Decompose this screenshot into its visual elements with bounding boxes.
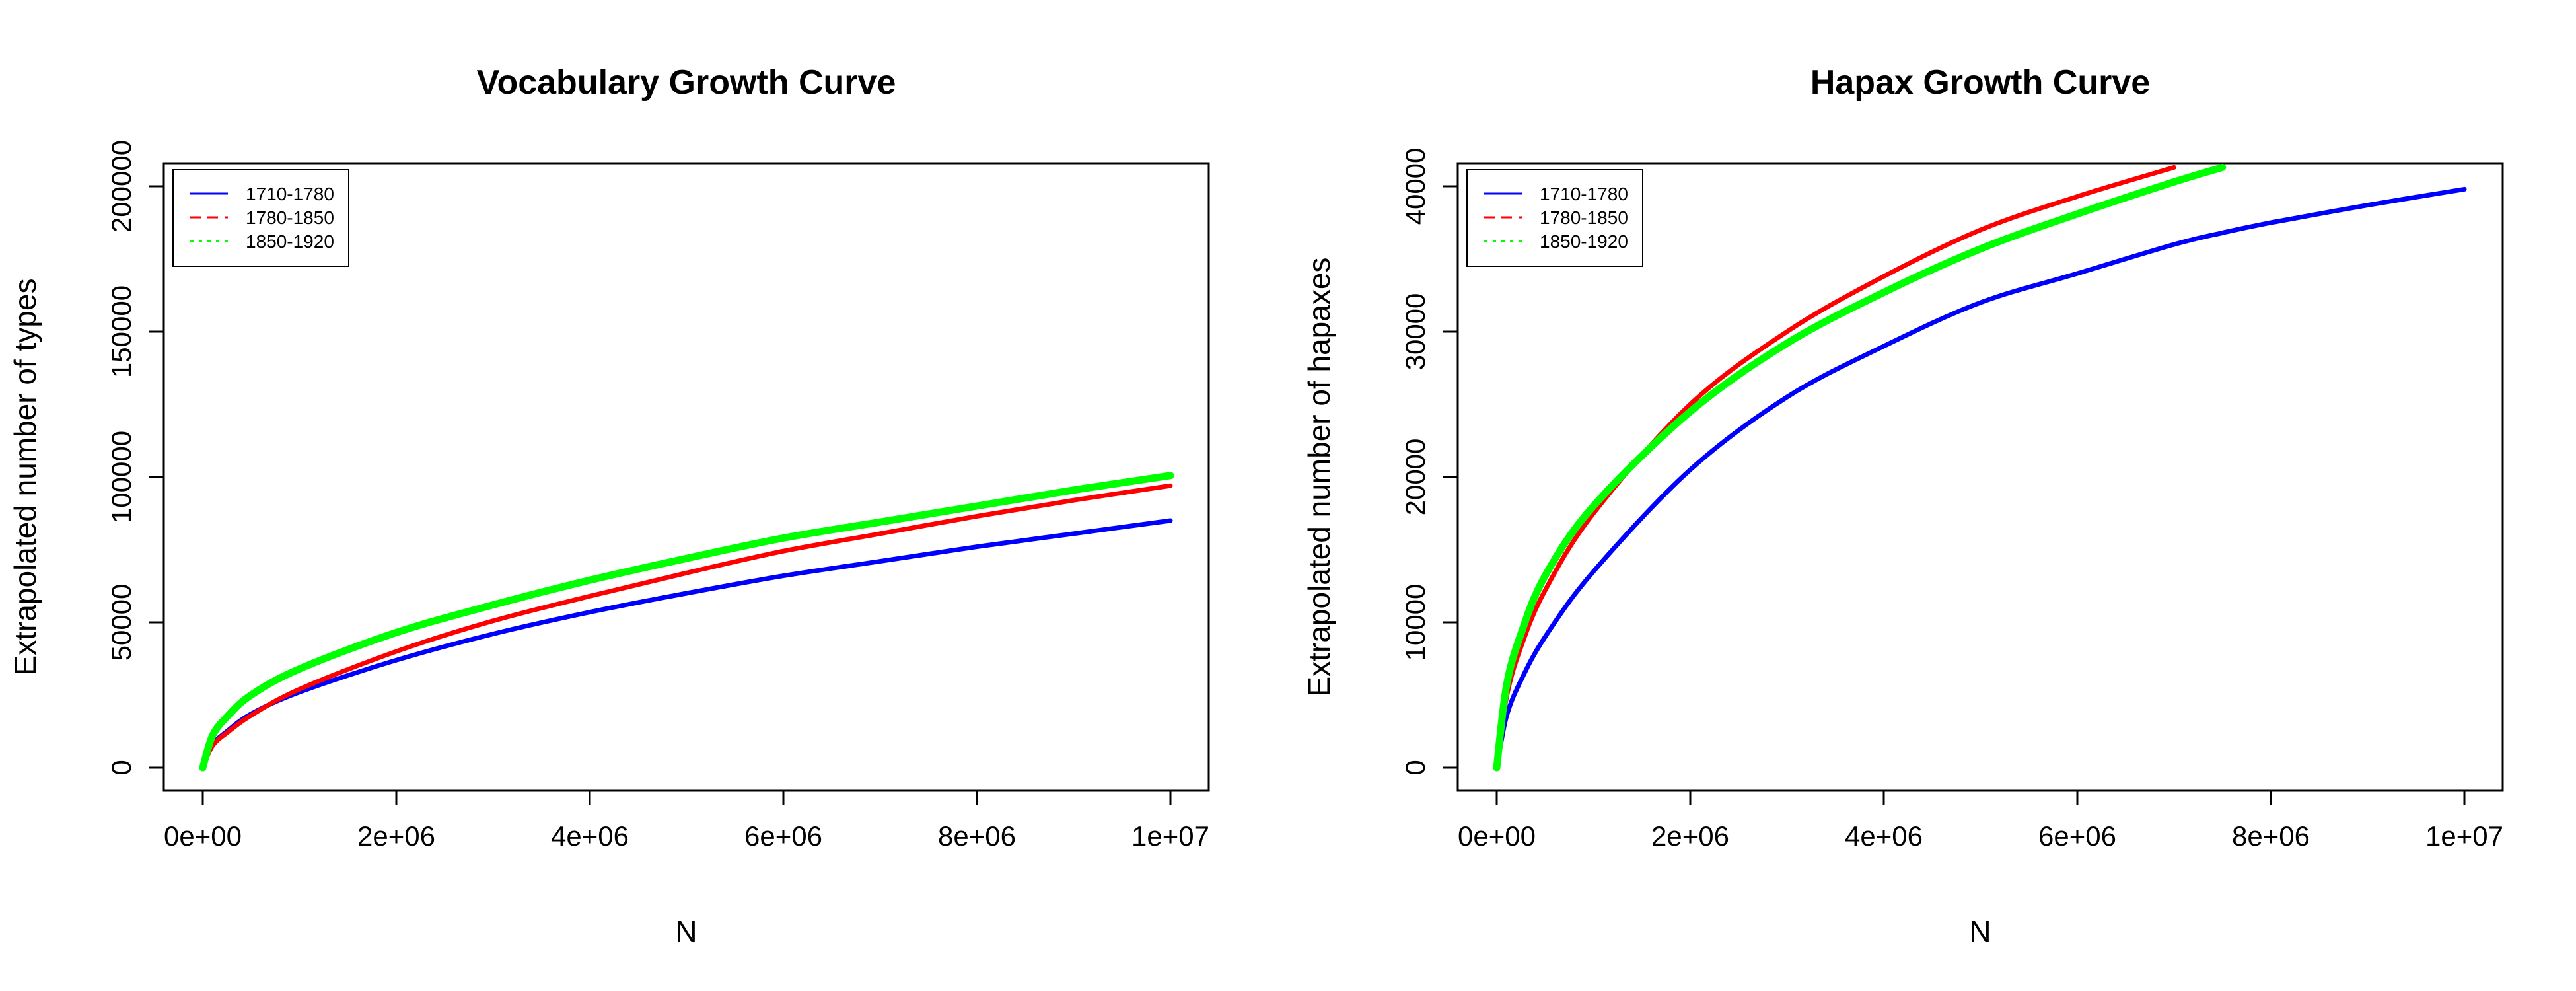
x-tick-label: 0e+00 <box>1458 821 1536 852</box>
x-tick-label: 0e+00 <box>164 821 242 852</box>
y-axis: 0 50000 100000 150000 200000 <box>106 140 164 776</box>
y-tick-label: 0 <box>1400 760 1431 775</box>
x-tick-label: 8e+06 <box>2232 821 2310 852</box>
x-tick-label: 8e+06 <box>938 821 1016 852</box>
chart-title: Hapax Growth Curve <box>1810 63 2150 102</box>
x-axis-label: N <box>1969 914 1991 949</box>
x-axis-label: N <box>675 914 697 949</box>
y-axis: 0 10000 20000 30000 40000 <box>1400 148 1458 776</box>
series-line-1780-1850 <box>1494 165 2176 770</box>
y-tick-label: 40000 <box>1400 148 1431 225</box>
y-tick-label: 100000 <box>106 431 137 523</box>
y-axis-label: Extrapolated number of hapaxes <box>1302 258 1336 697</box>
legend-label-1780-1850: 1780-1850 <box>1540 207 1628 228</box>
legend: 1710-1780 1780-1850 1850-1920 <box>172 169 349 267</box>
y-tick-label: 50000 <box>106 584 137 661</box>
x-tick-label: 2e+06 <box>357 821 435 852</box>
legend-label-1710-1780: 1710-1780 <box>246 184 334 204</box>
y-axis-label: Extrapolated number of types <box>8 279 42 676</box>
series-line-1780-1850 <box>200 483 1173 770</box>
legend-label-1850-1920: 1850-1920 <box>1540 231 1628 252</box>
x-tick-label: 6e+06 <box>2038 821 2116 852</box>
hapax-growth-chart: Hapax Growth Curve N Extrapolated number… <box>1302 63 2504 949</box>
x-tick-label: 4e+06 <box>1845 821 1923 852</box>
y-tick-label: 200000 <box>106 140 137 233</box>
y-tick-label: 20000 <box>1400 439 1431 516</box>
series-layer <box>199 472 1174 772</box>
series-layer <box>1493 163 2467 772</box>
legend-label-1780-1850: 1780-1850 <box>246 207 334 228</box>
x-tick-label: 1e+07 <box>1131 821 1209 852</box>
x-axis: 0e+00 2e+06 4e+06 6e+06 8e+06 1e+07 <box>164 791 1209 852</box>
legend-label-1710-1780: 1710-1780 <box>1540 184 1628 204</box>
x-tick-label: 6e+06 <box>744 821 822 852</box>
legend: 1710-1780 1780-1850 1850-1920 <box>1466 169 1643 267</box>
x-tick-label: 4e+06 <box>551 821 629 852</box>
x-axis: 0e+00 2e+06 4e+06 6e+06 8e+06 1e+07 <box>1458 791 2503 852</box>
series-line-1710-1780 <box>1494 186 2467 770</box>
legend-box <box>172 169 349 267</box>
y-tick-label: 150000 <box>106 285 137 378</box>
x-tick-label: 1e+07 <box>2425 821 2503 852</box>
legend-box <box>1466 169 1643 267</box>
series-line-1850-1920 <box>1493 163 2227 772</box>
y-tick-label: 10000 <box>1400 584 1431 661</box>
x-tick-label: 2e+06 <box>1651 821 1729 852</box>
series-line-1850-1920 <box>199 472 1174 772</box>
legend-label-1850-1920: 1850-1920 <box>246 231 334 252</box>
chart-title: Vocabulary Growth Curve <box>477 63 896 102</box>
y-tick-label: 0 <box>106 760 137 775</box>
y-tick-label: 30000 <box>1400 293 1431 371</box>
vocabulary-growth-chart: Vocabulary Growth Curve N Extrapolated n… <box>8 63 1210 949</box>
